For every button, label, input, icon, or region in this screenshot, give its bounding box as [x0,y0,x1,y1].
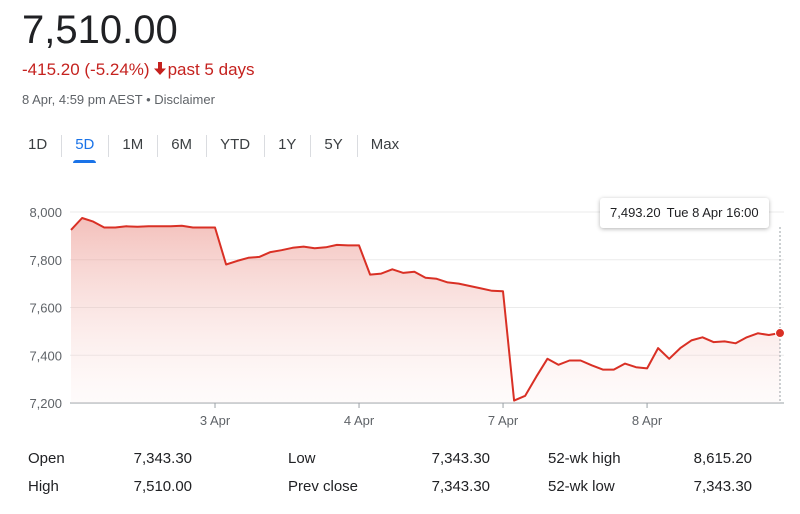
y-tick-label: 7,600 [29,301,62,316]
tab-6m[interactable]: 6M [157,130,206,160]
stat-value: 7,510.00 [133,478,192,495]
x-tick-label: 3 Apr [200,413,231,428]
tab-1y[interactable]: 1Y [264,130,310,160]
x-tick-label: 7 Apr [488,413,519,428]
timestamp-separator: • [142,92,155,107]
stat-label: Prev close [288,478,359,495]
price-chart: 8,000 7,800 7,600 7,400 7,200 3 Apr 4 Apr 7 Apr… [29,205,785,428]
price-change: -415.20 (-5.24%) past 5 days [22,60,255,80]
tooltip-value: 7,493.20 [610,205,661,220]
tab-5y[interactable]: 5Y [310,130,356,160]
series-line [70,217,781,402]
range-tabs: 1D 5D 1M 6M YTD 1Y 5Y Max [14,130,413,164]
stat-value: 7,343.30 [431,478,490,495]
change-period: past 5 days [167,60,255,79]
chart-tooltip: 7,493.20 Tue 8 Apr 16:00 [600,198,769,228]
stat-value: 7,343.30 [693,478,752,495]
y-tick-label: 8,000 [29,205,62,220]
disclaimer-link[interactable]: Disclaimer [154,92,215,107]
quote-timestamp: 8 Apr, 4:59 pm AEST • Disclaimer [22,92,215,107]
tooltip-date: Tue 8 Apr 16:00 [666,205,759,220]
y-tick-label: 7,800 [29,253,62,268]
current-price: 7,510.00 [22,8,178,52]
change-amount: -415.20 (-5.24%) [22,60,150,79]
hover-point [775,328,785,339]
stat-value: 7,343.30 [133,450,192,467]
tab-5d[interactable]: 5D [61,130,108,163]
x-tick-label: 8 Apr [632,413,663,428]
stat-value: 8,615.20 [693,450,752,467]
stat-label: 52-wk high [548,450,621,467]
y-tick-label: 7,200 [29,396,62,411]
stat-label: 52-wk low [548,478,615,495]
tab-max[interactable]: Max [356,130,413,160]
timestamp-text: 8 Apr, 4:59 pm AEST [22,92,143,107]
stat-label: Low [288,450,316,467]
stat-value: 7,343.30 [431,450,490,467]
tab-1d[interactable]: 1D [28,136,48,153]
x-tick-label: 4 Apr [344,413,375,428]
arrow-down-icon [153,60,166,80]
series-area [71,218,780,403]
tab-ytd[interactable]: YTD [206,130,264,160]
y-tick-label: 7,400 [29,348,62,363]
tab-1m[interactable]: 1M [108,130,157,160]
stat-label: High [28,478,59,495]
stat-label: Open [28,450,65,467]
